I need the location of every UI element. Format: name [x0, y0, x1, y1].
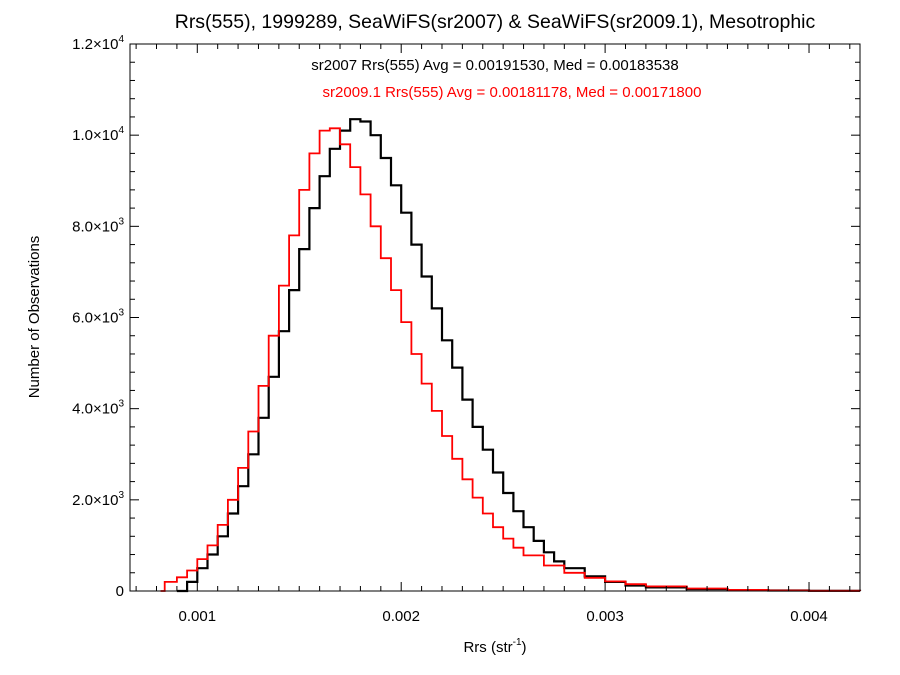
annotation-sr2009: sr2009.1 Rrs(555) Avg = 0.00181178, Med … — [323, 84, 702, 101]
series-layer — [160, 118, 862, 593]
y-tick-label-exponent: 3 — [118, 308, 124, 319]
y-tick-label-base: 1.2×10 — [72, 36, 118, 53]
title-layer: Rrs(555), 1999289, SeaWiFS(sr2007) & Sea… — [175, 11, 816, 33]
y-tick-label-base: 4.0×10 — [72, 401, 118, 418]
y-tick-label: 6.0×103 — [72, 308, 124, 327]
y-axis-label: Number of Observations — [26, 236, 43, 399]
x-axis-label-end: ) — [522, 639, 527, 656]
annotation-layer: sr2007 Rrs(555) Avg = 0.00191530, Med = … — [311, 57, 701, 101]
y-tick-label: 1.0×104 — [72, 125, 124, 144]
y-tick-label: 2.0×103 — [72, 490, 124, 509]
y-tick-label-base: 8.0×10 — [72, 218, 118, 235]
y-tick-label-exponent: 4 — [118, 34, 124, 45]
ticks-layer: 0.001 0.002 0.003 0.00402.0×1034.0×1036.0×1… — [72, 34, 860, 625]
y-axis-title: Number of Observations — [26, 236, 43, 399]
x-tick-label: 0.004 — [790, 608, 828, 625]
annotation-sr2007: sr2007 Rrs(555) Avg = 0.00191530, Med = … — [311, 57, 679, 74]
y-tick-label: 8.0×103 — [72, 216, 124, 235]
y-tick-label-base: 6.0×10 — [72, 310, 118, 327]
chart-title: Rrs(555), 1999289, SeaWiFS(sr2007) & Sea… — [175, 11, 816, 33]
y-tick-label-exponent: 3 — [118, 399, 124, 410]
x-axis-label: Rrs (str — [463, 639, 512, 656]
x-tick-label: 0.001 — [179, 608, 217, 625]
y-tick-label-exponent: 3 — [118, 490, 124, 501]
histogram-series-0 — [176, 118, 862, 593]
x-tick-label: 0.003 — [586, 608, 624, 625]
plot-frame — [129, 43, 861, 592]
x-axis-title: Rrs (str-1) — [463, 637, 526, 656]
y-tick-label-base: 1.0×10 — [72, 127, 118, 144]
x-axis-label-sup: -1 — [513, 637, 522, 648]
y-tick-label-base: 2.0×10 — [72, 492, 118, 509]
x-tick-label: 0.002 — [382, 608, 420, 625]
y-tick-label-base: 0 — [116, 583, 124, 600]
svg-text:Rrs (str-1): Rrs (str-1) — [463, 637, 526, 656]
y-tick-label-exponent: 4 — [118, 125, 124, 136]
y-tick-label-exponent: 3 — [118, 216, 124, 227]
histogram-series-1 — [160, 127, 861, 592]
y-tick-label: 4.0×103 — [72, 399, 124, 418]
y-tick-label: 0 — [116, 583, 124, 600]
y-tick-label: 1.2×104 — [72, 34, 124, 53]
